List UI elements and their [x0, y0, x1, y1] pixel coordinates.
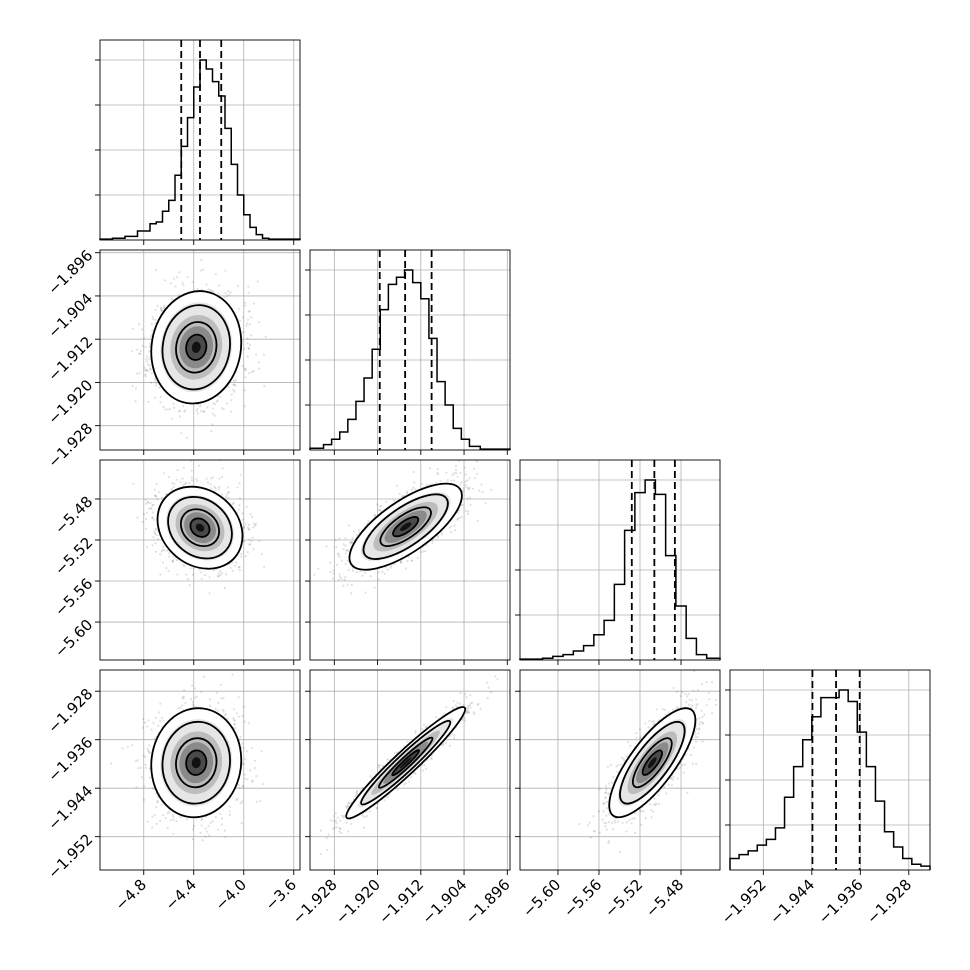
y-tick-label-2-1: −5.56: [51, 575, 96, 620]
contour-1-0-0: [150, 290, 243, 405]
x-tick-label-2-1: −5.56: [560, 876, 605, 921]
density-level-3-0-5: [191, 757, 201, 769]
contour-3-0-1: [161, 720, 231, 805]
y-tick-label-3-0: −1.952: [44, 830, 96, 882]
contour-3-1-2: [378, 736, 434, 789]
contour-3-2-0: [608, 707, 697, 819]
joint-content-3-0: [100, 670, 300, 870]
density-level-3-1-5: [399, 757, 412, 769]
density-level-1-0-5: [191, 341, 201, 353]
joint-frame-3-0: [99, 669, 301, 871]
contour-3-0-2: [175, 737, 218, 789]
contour-2-0-0: [156, 485, 244, 570]
x-tick-label-2-0: −5.60: [519, 876, 564, 921]
x-tick-label-0-1: −4.4: [162, 876, 200, 914]
y-tick-label-1-2: −1.912: [44, 333, 96, 385]
x-tick-label-1-2: −1.912: [375, 876, 427, 928]
x-tick-label-1-3: −1.904: [418, 876, 470, 928]
joint-frame-2-1: [309, 459, 511, 661]
contour-3-2-2: [632, 737, 673, 789]
joint-panel-2-0: [95, 459, 301, 665]
joint-panel-3-0: [95, 669, 301, 875]
contour-1-0-1: [161, 304, 231, 391]
histogram-step-1: [309, 269, 511, 450]
contour-2-1-0: [348, 482, 463, 571]
joint-content-3-1: [310, 670, 510, 870]
contour-3-2-1: [619, 720, 686, 805]
contour-3-1-1: [360, 720, 452, 806]
contour-3-1-3: [391, 749, 420, 777]
x-tick-label-1-0: −1.928: [289, 876, 341, 928]
y-tick-label-3-3: −1.928: [44, 685, 96, 737]
marginal-frame-0: [99, 39, 301, 241]
x-tick-label-0-2: −4.0: [212, 876, 250, 914]
joint-frame-3-2: [519, 669, 721, 871]
contour-2-0-2: [179, 508, 221, 548]
y-tick-label-1-3: −1.904: [44, 290, 96, 342]
contour-2-0-1: [167, 496, 233, 560]
contour-3-1-0: [345, 706, 467, 820]
contour-2-1-2: [379, 506, 432, 547]
joint-frame-2-0: [99, 459, 301, 661]
density-level-2-0-5: [195, 523, 205, 532]
y-tick-label-2-0: −5.60: [51, 616, 96, 661]
histogram-step-3: [729, 689, 931, 870]
contour-1-0-2: [175, 321, 218, 374]
x-tick-label-3-0: −1.952: [718, 876, 770, 928]
marginal-panel-2: [515, 459, 721, 665]
marginal-frame-2: [519, 459, 721, 661]
contour-2-1-1: [362, 493, 449, 560]
joint-frame-1-0: [99, 249, 301, 451]
contour-2-1-3: [392, 516, 420, 538]
histogram-step-2: [519, 479, 721, 660]
contour-3-0-0: [150, 707, 243, 819]
joint-content-3-2: [520, 670, 720, 870]
joint-panel-3-1: [305, 669, 511, 875]
y-tick-label-2-3: −5.48: [51, 493, 96, 538]
y-tick-label-1-4: −1.896: [44, 246, 96, 298]
contour-1-0-3: [185, 333, 208, 361]
marginal-panel-1: [305, 249, 511, 455]
density-level-2-1-5: [400, 522, 412, 531]
x-tick-label-1-1: −1.920: [332, 876, 384, 928]
x-tick-label-0-0: −4.8: [112, 876, 150, 914]
x-tick-label-3-1: −1.944: [766, 876, 818, 928]
x-tick-label-3-2: −1.936: [815, 876, 867, 928]
y-tick-label-3-1: −1.944: [44, 782, 96, 834]
contour-3-2-3: [641, 749, 663, 776]
joint-panel-2-1: [305, 459, 511, 665]
x-tick-label-3-3: −1.928: [863, 876, 915, 928]
contour-2-0-3: [189, 517, 211, 538]
y-tick-label-2-2: −5.52: [51, 534, 96, 579]
marginal-frame-1: [309, 249, 511, 451]
joint-content-2-1: [310, 460, 510, 660]
joint-panel-3-2: [515, 669, 721, 875]
marginal-panel-3: [725, 669, 931, 875]
marginal-panel-0: [95, 39, 301, 245]
joint-panel-1-0: [95, 249, 301, 455]
marginal-frame-3: [729, 669, 931, 871]
x-tick-label-2-3: −5.48: [642, 876, 687, 921]
y-tick-label-1-1: −1.920: [44, 376, 96, 428]
joint-content-2-0: [100, 460, 300, 660]
y-tick-label-3-2: −1.936: [44, 733, 96, 785]
contour-3-0-3: [185, 749, 208, 776]
joint-frame-3-1: [309, 669, 511, 871]
density-level-3-2-5: [648, 757, 657, 769]
joint-content-1-0: [100, 250, 300, 450]
x-tick-label-1-4: −1.896: [462, 876, 514, 928]
y-tick-label-1-0: −1.928: [44, 419, 96, 471]
x-tick-label-2-2: −5.52: [601, 876, 646, 921]
